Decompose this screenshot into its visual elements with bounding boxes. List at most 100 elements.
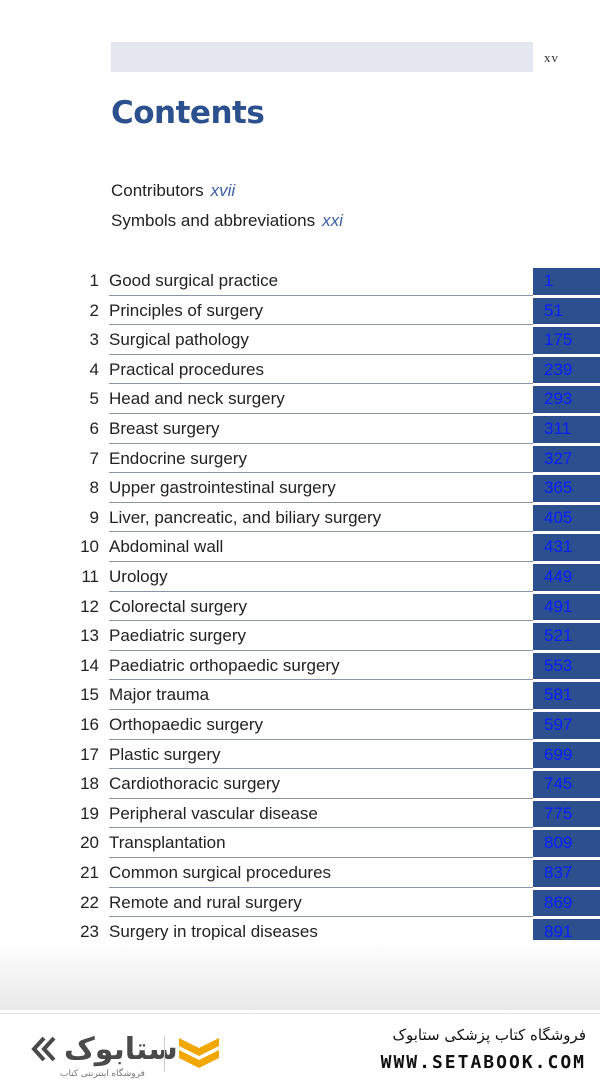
- chapter-page[interactable]: 597: [544, 715, 573, 734]
- chapter-page[interactable]: 775: [544, 803, 573, 823]
- page-number-box[interactable]: 51: [533, 297, 600, 325]
- chapter-title[interactable]: Surgical pathology: [109, 330, 249, 350]
- chapter-page[interactable]: 431: [544, 537, 573, 557]
- entry-rule: [109, 620, 533, 622]
- chapter-title[interactable]: Good surgical practice: [109, 271, 279, 290]
- toc-entry[interactable]: 20 Transplantation 809: [0, 828, 600, 858]
- page-number-box[interactable]: 581: [533, 682, 600, 709]
- chapter-page[interactable]: 239: [544, 359, 573, 379]
- page-number-box[interactable]: 1: [533, 268, 600, 295]
- chapter-title[interactable]: Major trauma: [109, 685, 210, 705]
- chapter-page[interactable]: 699: [544, 744, 573, 764]
- toc-entry[interactable]: 9 Liver, pancreatic, and biliary surgery 4…: [0, 503, 600, 533]
- chapter-page[interactable]: 809: [544, 833, 573, 853]
- chapter-title[interactable]: Cardiothoracic surgery: [109, 774, 281, 794]
- chapter-title[interactable]: Endocrine surgery: [109, 448, 247, 468]
- chapter-page[interactable]: 293: [544, 389, 573, 409]
- chapter-page[interactable]: 891: [544, 922, 573, 942]
- page-number-box[interactable]: 745: [533, 771, 600, 798]
- site-url[interactable]: WWW.SETABOOK.COM: [380, 1052, 586, 1073]
- chapter-title[interactable]: Urology: [109, 567, 168, 586]
- chapter-title[interactable]: Liver, pancreatic, and biliary surgery: [109, 507, 382, 527]
- chapter-title[interactable]: Upper gastrointestinal surgery: [109, 478, 336, 498]
- chapter-title[interactable]: Principles of surgery: [109, 300, 264, 320]
- page-number-box[interactable]: 311: [533, 416, 600, 443]
- page-number-box[interactable]: 699: [533, 741, 600, 769]
- toc-entry[interactable]: 4 Practical procedures 239: [0, 355, 600, 385]
- toc-entry[interactable]: 18 Cardiothoracic surgery 745: [0, 769, 600, 799]
- toc-entry[interactable]: 13 Paediatric surgery 521: [0, 621, 600, 651]
- chapter-title[interactable]: Breast surgery: [109, 419, 220, 438]
- chapter-page[interactable]: 175: [544, 330, 573, 350]
- chapter-title[interactable]: Paediatric orthopaedic surgery: [109, 655, 340, 675]
- chapter-page[interactable]: 491: [544, 596, 573, 616]
- chapter-page[interactable]: 745: [544, 774, 573, 794]
- toc-entry[interactable]: 16 Orthopaedic surgery 597: [0, 710, 600, 740]
- page-number-box[interactable]: 553: [533, 652, 600, 680]
- chapter-title[interactable]: Practical procedures: [109, 359, 264, 379]
- chapter-title[interactable]: Head and neck surgery: [109, 389, 285, 409]
- chapter-page[interactable]: 51: [544, 300, 563, 320]
- chapter-page[interactable]: 581: [544, 685, 573, 705]
- chapter-title[interactable]: Orthopaedic surgery: [109, 715, 264, 734]
- toc-entry[interactable]: 8 Upper gastrointestinal surgery 365: [0, 473, 600, 503]
- toc-entry[interactable]: 3 Surgical pathology 175: [0, 325, 600, 355]
- page-number-box[interactable]: 449: [533, 564, 600, 591]
- toc-entry[interactable]: 17 Plastic surgery 699: [0, 740, 600, 770]
- page-number-box[interactable]: 327: [533, 445, 600, 473]
- chapter-title[interactable]: Surgery in tropical diseases: [109, 922, 318, 942]
- toc-entry[interactable]: 7 Endocrine surgery 327: [0, 444, 600, 474]
- toc-entry[interactable]: 2 Principles of surgery 51: [0, 296, 600, 326]
- toc-entry[interactable]: 10 Abdominal wall 431: [0, 532, 600, 562]
- page-number-box[interactable]: 597: [533, 712, 600, 739]
- chapter-page[interactable]: 311: [544, 419, 572, 438]
- page-number-box[interactable]: 293: [533, 386, 600, 413]
- chapter-number: 7: [89, 448, 99, 468]
- chapter-title[interactable]: Common surgical procedures: [109, 863, 332, 882]
- front-matter-page[interactable]: xxi: [322, 211, 343, 230]
- chapter-page[interactable]: 449: [544, 567, 573, 586]
- chapter-title[interactable]: Paediatric surgery: [109, 626, 247, 646]
- toc-entry[interactable]: 11 Urology 449: [0, 562, 600, 592]
- chapter-page[interactable]: 837: [544, 863, 573, 882]
- page-number-box[interactable]: 809: [533, 830, 600, 857]
- chapter-page[interactable]: 553: [544, 655, 573, 675]
- front-matter-symbols[interactable]: Symbols and abbreviations xxi: [111, 211, 343, 231]
- chapter-page[interactable]: 521: [544, 626, 573, 646]
- toc-entry[interactable]: 19 Peripheral vascular disease 775: [0, 799, 600, 829]
- toc-entry[interactable]: 6 Breast surgery 311: [0, 414, 600, 444]
- page-number-box[interactable]: 175: [533, 327, 600, 354]
- site-logo[interactable]: ستابوک فروشگاه اینترنتی کتاب: [30, 1032, 178, 1078]
- chapter-title[interactable]: Plastic surgery: [109, 744, 221, 764]
- toc-entry[interactable]: 22 Remote and rural surgery 869: [0, 888, 600, 918]
- chapter-page[interactable]: 365: [544, 478, 573, 498]
- chapter-title[interactable]: Peripheral vascular disease: [109, 803, 318, 823]
- toc-entry[interactable]: 21 Common surgical procedures 837: [0, 858, 600, 888]
- front-matter-contributors[interactable]: Contributors xvii: [111, 181, 235, 201]
- toc-entry[interactable]: 5 Head and neck surgery 293: [0, 384, 600, 414]
- toc-entry[interactable]: 1 Good surgical practice 1: [0, 266, 600, 296]
- chapter-page[interactable]: 1: [544, 271, 554, 290]
- page-number-box[interactable]: 837: [533, 860, 600, 887]
- chapter-page[interactable]: 327: [544, 448, 573, 468]
- page-bottom-shadow: [0, 940, 600, 1010]
- entry-rule: [109, 531, 533, 533]
- chapter-title[interactable]: Transplantation: [109, 833, 226, 853]
- page-number-box[interactable]: 869: [533, 889, 600, 917]
- toc-entry[interactable]: 14 Paediatric orthopaedic surgery 553: [0, 651, 600, 681]
- toc-entry[interactable]: 15 Major trauma 581: [0, 680, 600, 710]
- chapter-title[interactable]: Colorectal surgery: [109, 596, 247, 616]
- page-number-box[interactable]: 365: [533, 475, 600, 502]
- page-number-box[interactable]: 431: [533, 534, 600, 561]
- page-number-box[interactable]: 775: [533, 800, 600, 828]
- toc-entry[interactable]: 12 Colorectal surgery 491: [0, 592, 600, 622]
- page-number-box[interactable]: 521: [533, 623, 600, 650]
- page-number-box[interactable]: 491: [533, 593, 600, 621]
- front-matter-page[interactable]: xvii: [210, 181, 236, 200]
- chapter-title[interactable]: Remote and rural surgery: [109, 892, 302, 912]
- chapter-page[interactable]: 869: [544, 892, 573, 912]
- chapter-title[interactable]: Abdominal wall: [109, 537, 224, 557]
- page-number-box[interactable]: 405: [533, 504, 600, 532]
- chapter-page[interactable]: 405: [544, 507, 573, 527]
- page-number-box[interactable]: 239: [533, 356, 600, 384]
